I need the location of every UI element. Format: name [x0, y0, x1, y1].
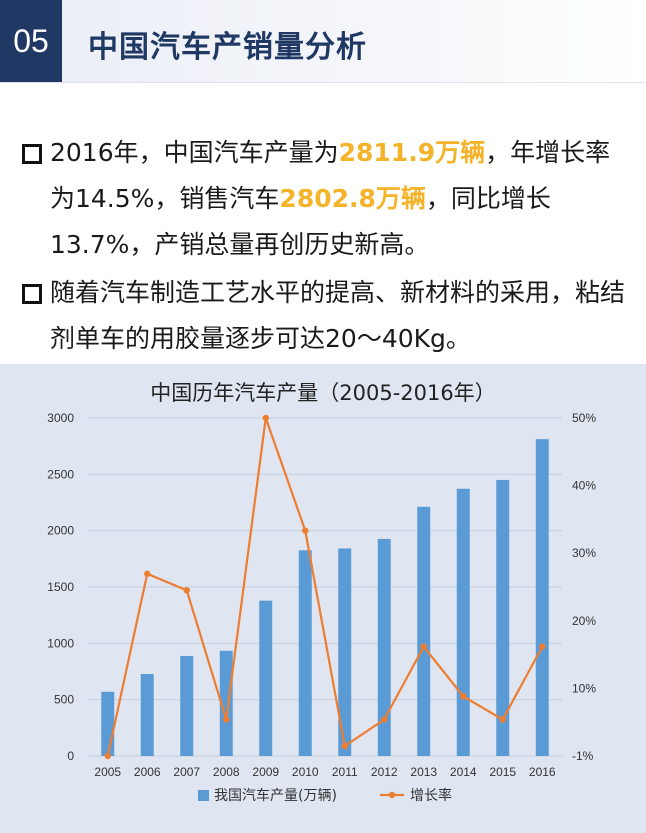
y-left-tick-label: 0: [67, 749, 74, 763]
y-right-tick-label: -1%: [572, 749, 594, 763]
growth-rate-line: [106, 417, 544, 757]
bar: [456, 488, 470, 756]
bar: [219, 650, 233, 756]
legend-bar-swatch: [198, 790, 209, 801]
chart-title: 中国历年汽车产量（2005-2016年）: [150, 381, 495, 405]
y-left-tick-label: 3000: [47, 411, 74, 425]
legend-line-label: 增长率: [410, 787, 452, 804]
y-left-tick-label: 500: [54, 693, 74, 707]
square-bullet-icon: [22, 144, 42, 164]
bar: [298, 550, 312, 756]
growth-rate-point: [302, 527, 309, 534]
x-tick-label: 2008: [213, 765, 240, 779]
y-left-tick-label: 2000: [47, 524, 74, 538]
square-bullet-icon: [22, 284, 42, 304]
section-header: 05 中国汽车产销量分析: [0, 0, 646, 83]
x-tick-label: 2014: [450, 765, 477, 779]
bullet-text: ，同比增长13.7%，产销总量再创历史新高。: [50, 184, 551, 259]
growth-rate-point: [460, 693, 467, 700]
x-tick-label: 2011: [332, 765, 358, 779]
legend-bar-label: 我国汽车产量(万辆): [214, 787, 337, 804]
bar: [338, 548, 352, 756]
highlight-sales-value: 2802.8万辆: [279, 184, 426, 213]
section-number: 05: [0, 0, 62, 82]
y-left-tick-label: 1500: [47, 580, 74, 594]
growth-rate-point: [420, 643, 427, 650]
bullet-text: 2016年，中国汽车产量为: [50, 138, 339, 167]
y-right-tick-label: 20%: [572, 614, 596, 628]
growth-rate-point: [499, 716, 506, 723]
bar: [140, 673, 154, 756]
x-tick-label: 2015: [489, 765, 516, 779]
x-tick-label: 2007: [173, 765, 200, 779]
bar: [259, 600, 273, 756]
highlight-production-value: 2811.9万辆: [338, 138, 486, 167]
y-right-tick-label: 50%: [572, 411, 596, 425]
legend-line-marker: [388, 791, 396, 799]
growth-rate-point: [262, 414, 269, 422]
growth-rate-point: [341, 742, 348, 750]
x-tick-label: 2010: [292, 765, 319, 779]
y-right-tick-label: 40%: [572, 479, 596, 493]
bullet-list: 2016年，中国汽车产量为2811.9万辆，年增长率为14.5%，销售汽车280…: [18, 130, 634, 362]
x-tick-label: 2013: [410, 765, 437, 779]
growth-rate-point: [223, 716, 230, 723]
bullet-item-adhesive: 随着汽车制造工艺水平的提高、新材料的采用，粘结剂单车的用胶量逐步可达20～40K…: [18, 270, 634, 362]
bar: [180, 655, 194, 756]
bullet-text: ，年增长率为14.5%，销售汽车: [50, 138, 611, 213]
x-tick-label: 2005: [94, 765, 121, 779]
x-tick-label: 2012: [371, 765, 398, 779]
page-title: 中国汽车产销量分析: [88, 30, 367, 65]
growth-rate-point: [144, 570, 151, 577]
x-tick-label: 2009: [252, 765, 279, 779]
bullet-text: 随着汽车制造工艺水平的提高、新材料的采用，粘结剂单车的用胶量逐步可达20～40K…: [50, 278, 626, 353]
bar: [496, 479, 510, 756]
y-left-tick-label: 2500: [47, 467, 74, 481]
bar: [417, 506, 431, 756]
growth-rate-point: [104, 752, 111, 760]
x-tick-label: 2016: [529, 765, 556, 779]
y-right-tick-label: 10%: [572, 681, 596, 695]
bar: [377, 538, 391, 756]
chart-svg: 中国历年汽车产量（2005-2016年） 0 500 1000 1500 2000 2500…: [47, 381, 596, 804]
bar: [101, 691, 115, 756]
y-left-tick-label: 1000: [47, 636, 74, 650]
y-right-tick-label: 30%: [572, 546, 596, 560]
bullet-item-production: 2016年，中国汽车产量为2811.9万辆，年增长率为14.5%，销售汽车280…: [18, 130, 634, 268]
production-chart: 中国历年汽车产量（2005-2016年） 0 500 1000 1500 2000 2500…: [0, 364, 646, 833]
x-tick-label: 2006: [134, 765, 161, 779]
bar: [535, 439, 549, 756]
growth-rate-point: [381, 716, 388, 723]
growth-rate-point: [183, 587, 190, 594]
growth-rate-point: [539, 643, 546, 650]
